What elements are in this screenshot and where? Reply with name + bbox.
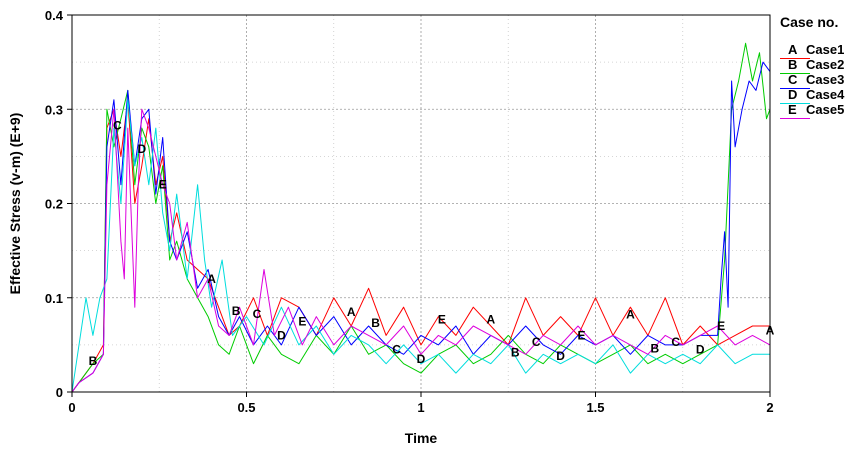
series-marker-c: C <box>532 335 541 349</box>
series-marker-c: C <box>113 118 122 132</box>
x-axis-ticks: 0 0.5 1 1.5 2 <box>68 392 774 415</box>
legend-key: B <box>788 57 798 72</box>
y-tick-label: 0 <box>56 385 63 400</box>
series-marker-a: A <box>486 312 495 326</box>
legend-label: Case4 <box>806 87 845 102</box>
x-axis-label: Time <box>405 430 438 446</box>
series-marker-a: A <box>626 308 635 322</box>
series-marker-b: B <box>371 316 380 330</box>
series-marker-d: D <box>696 343 705 357</box>
series-marker-e: E <box>438 312 446 326</box>
legend-item-case2: B Case2 <box>780 57 853 74</box>
legend-swatch <box>780 88 810 89</box>
legend-swatch <box>780 58 810 59</box>
legend-item-case3: C Case3 <box>780 72 853 89</box>
legend-item-case5: E Case5 <box>780 102 853 119</box>
legend-items: A Case1 B Case2 C Case3 D Case4 E Case5 <box>780 42 853 119</box>
y-tick-label: 0.4 <box>45 8 64 23</box>
series-marker-c: C <box>671 335 680 349</box>
legend-label: Case2 <box>806 57 845 72</box>
legend-item-case4: D Case4 <box>780 87 853 104</box>
legend-key: A <box>788 42 798 57</box>
x-tick-label: 1 <box>417 400 424 415</box>
series-marker-c: C <box>392 343 401 357</box>
y-axis-ticks: 0 0.1 0.2 0.3 0.4 <box>45 8 72 400</box>
series-line-case2 <box>71 42 771 393</box>
legend-key: C <box>788 72 798 87</box>
series-marker-e: E <box>298 314 306 328</box>
series-marker-b: B <box>232 304 241 318</box>
legend-label: Case1 <box>806 42 845 57</box>
legend-swatch <box>780 73 810 74</box>
y-tick-label: 0.3 <box>45 102 63 117</box>
series-marker-b: B <box>511 345 520 359</box>
series-marker-a: A <box>347 305 356 319</box>
x-tick-label: 0 <box>68 400 75 415</box>
series-line-case4 <box>71 99 770 393</box>
legend-key: E <box>788 102 797 117</box>
x-tick-label: 1.5 <box>586 400 604 415</box>
series-lines <box>71 42 771 393</box>
x-tick-label: 2 <box>766 400 773 415</box>
y-axis-label: Effective Stress (v-m) (E+9) <box>7 113 23 295</box>
y-tick-label: 0.1 <box>45 291 63 306</box>
legend-label: Case3 <box>806 72 845 87</box>
series-marker-c: C <box>253 307 262 321</box>
series-marker-a: A <box>207 272 216 286</box>
series-marker-d: D <box>417 352 426 366</box>
legend-label: Case5 <box>806 102 845 117</box>
series-marker-e: E <box>159 178 167 192</box>
series-marker-d: D <box>277 328 286 342</box>
legend-swatch <box>780 118 810 119</box>
series-marker-d: D <box>137 142 146 156</box>
legend: Case no. A Case1 B Case2 C Case3 D Case4 E Case5 <box>780 14 853 119</box>
series-marker-b: B <box>650 342 659 356</box>
x-tick-label: 0.5 <box>237 400 255 415</box>
legend-item-case1: A Case1 <box>780 42 853 59</box>
series-line-case5 <box>71 108 771 393</box>
series-marker-b: B <box>89 354 98 368</box>
y-tick-label: 0.2 <box>45 197 63 212</box>
legend-title: Case no. <box>780 14 839 30</box>
legend-swatch <box>780 103 810 104</box>
legend-key: D <box>788 87 798 102</box>
series-marker-d: D <box>556 349 565 363</box>
series-marker-e: E <box>717 319 725 333</box>
series-marker-e: E <box>578 328 586 342</box>
